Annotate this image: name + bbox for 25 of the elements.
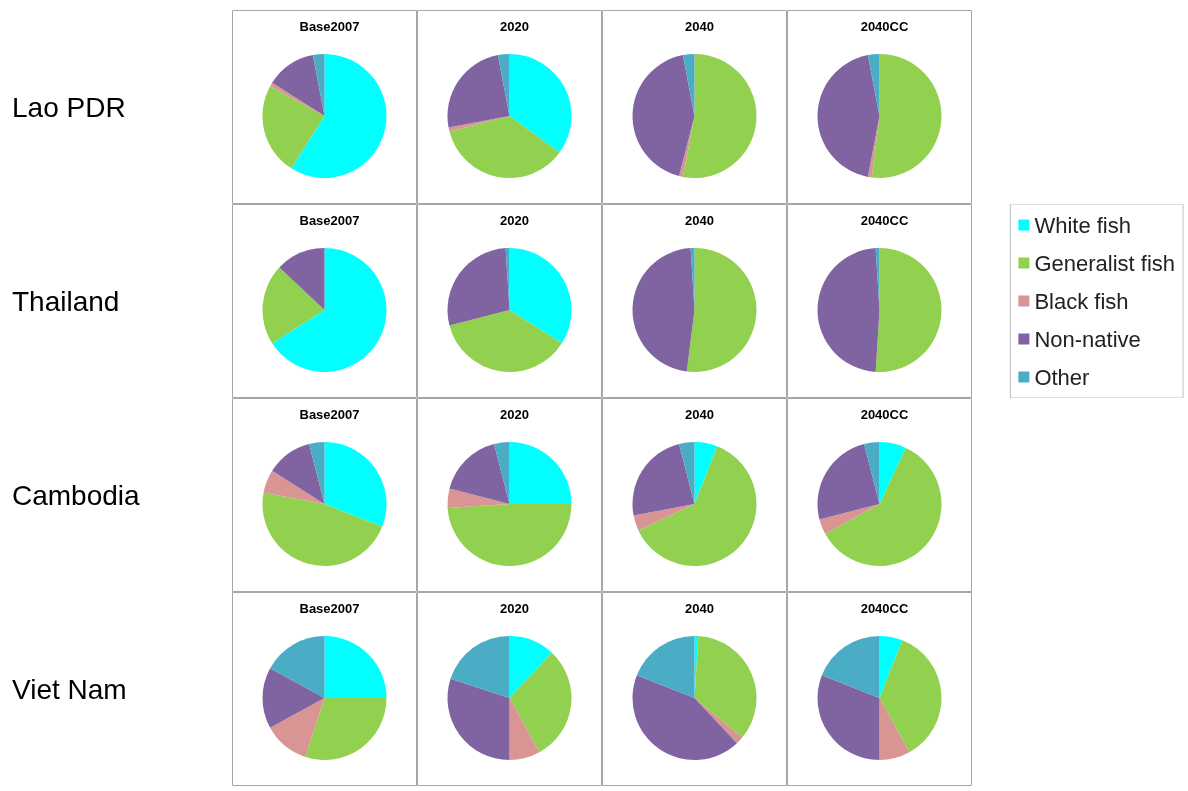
chart-title: 2040CC xyxy=(860,601,909,616)
chart-title: 2020 xyxy=(500,407,529,422)
text: Cambodia xyxy=(12,479,141,511)
legend-label: Generalist fish xyxy=(1034,250,1176,276)
chart-title: 2020 xyxy=(500,19,529,34)
legend-label: White fish xyxy=(1034,212,1131,238)
legend-label: Black fish xyxy=(1034,288,1129,314)
chart-title: 2040CC xyxy=(860,407,909,422)
chart-title: 2040 xyxy=(685,407,714,422)
chart-title: Base2007 xyxy=(299,19,360,34)
text: Thailand xyxy=(12,285,120,317)
chart-title: Base2007 xyxy=(299,407,360,422)
chart-title: 2020 xyxy=(500,601,529,616)
text: Lao PDR xyxy=(12,91,126,123)
chart-title: 2040 xyxy=(685,19,714,34)
chart-title: Base2007 xyxy=(299,213,360,228)
chart-title: 2040CC xyxy=(860,19,909,34)
text: Viet Nam xyxy=(12,673,127,705)
legend-label: Other xyxy=(1034,364,1090,390)
chart-title: Base2007 xyxy=(299,601,360,616)
legend-label: Non-native xyxy=(1034,326,1141,352)
chart-title: 2040 xyxy=(685,601,714,616)
text: 2040CC xyxy=(860,213,909,228)
chart-title: 2020 xyxy=(500,213,529,228)
chart-title: 2040 xyxy=(685,213,714,228)
